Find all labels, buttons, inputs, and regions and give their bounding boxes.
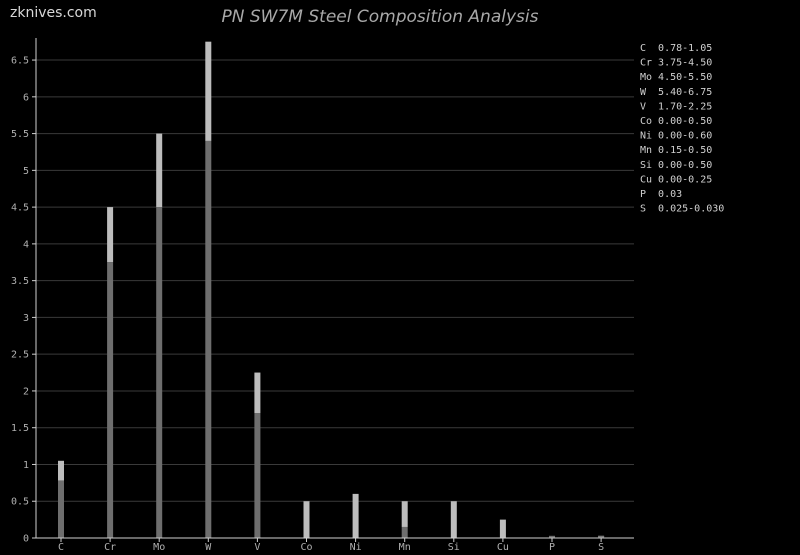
x-tick-label: Ni (350, 542, 362, 553)
y-tick-label: 0.5 (11, 497, 29, 508)
legend-entry: W 5.40-6.75 (640, 87, 712, 98)
y-tick-label: 4 (23, 239, 29, 250)
y-tick-label: 3 (23, 313, 29, 324)
bar-range-c (58, 460, 64, 481)
y-tick-label: 5 (23, 166, 29, 177)
legend-entry: Si 0.00-0.50 (640, 160, 712, 171)
bar-min-cr (107, 262, 114, 538)
axes-layer (35, 38, 634, 539)
y-tick-label: 6.5 (11, 56, 29, 67)
x-tick-label: Si (448, 542, 460, 553)
y-tick-label: 1 (23, 460, 29, 471)
legend-entry: Cr 3.75-4.50 (640, 58, 712, 69)
grid-layer (36, 59, 634, 502)
bars-layer (58, 41, 605, 539)
bar-min-v (254, 413, 261, 538)
bar-min-mo (156, 207, 163, 538)
x-tick-label: C (58, 542, 64, 553)
y-tick-label: 5.5 (11, 129, 29, 140)
bar-range-co (303, 501, 310, 538)
y-tick-label: 2.5 (11, 350, 29, 361)
legend-entry: Ni 0.00-0.60 (640, 131, 712, 142)
x-tick-label: Cr (104, 542, 116, 553)
legend-entry: Cu 0.00-0.25 (640, 174, 712, 185)
x-tick-label: S (598, 542, 604, 553)
bar-min-c (58, 480, 64, 538)
legend-entry: Co 0.00-0.50 (640, 116, 712, 127)
x-tick-label: Co (300, 542, 312, 553)
bar-min-s (598, 536, 605, 538)
bar-range-cu (499, 519, 506, 538)
y-tick-label: 4.5 (11, 203, 29, 214)
bar-range-v (254, 372, 261, 413)
bar-min-p (549, 535, 555, 538)
x-tick-label: Mn (399, 542, 411, 553)
y-tick-label: 1.5 (11, 423, 29, 434)
x-tick-label: V (254, 542, 260, 553)
watermark: zknives.com (10, 5, 97, 21)
y-tick-label: 3.5 (11, 276, 29, 287)
ticks-layer: 0 0.5 1 1.5 2 2.5 3 3.5 4 4.5 5 5.5 6 6.5 C Cr Mo W V Co Ni M… (11, 56, 604, 553)
x-tick-label: Mo (153, 542, 165, 553)
bar-min-w (205, 140, 212, 539)
bar-range-w (205, 41, 212, 141)
bar-range-si (450, 501, 457, 538)
legend: C 0.78-1.05 Cr 3.75-4.50 Mo 4.50-5.50 W 5.4… (640, 43, 724, 215)
y-tick-label: 6 (23, 92, 29, 103)
bar-range-ni (352, 493, 359, 538)
legend-entry: Mn 0.15-0.50 (640, 145, 712, 156)
chart-title: PN SW7M Steel Composition Analysis (222, 7, 539, 27)
bar-range-cr (107, 207, 114, 263)
legend-entry: C 0.78-1.05 (640, 43, 712, 54)
x-tick-label: W (205, 542, 212, 553)
y-tick-label: 2 (23, 386, 29, 397)
y-tick-label: 0 (23, 534, 29, 545)
legend-entry: Mo 4.50-5.50 (640, 72, 712, 83)
legend-entry: P 0.03 (640, 189, 682, 200)
bar-range-mn (401, 501, 408, 527)
bar-min-mn (401, 526, 408, 538)
legend-entry: S 0.025-0.030 (640, 204, 724, 215)
legend-entry: V 1.70-2.25 (640, 101, 712, 112)
x-tick-label: Cu (497, 542, 509, 553)
x-tick-label: P (549, 542, 555, 553)
bar-range-mo (156, 133, 163, 208)
